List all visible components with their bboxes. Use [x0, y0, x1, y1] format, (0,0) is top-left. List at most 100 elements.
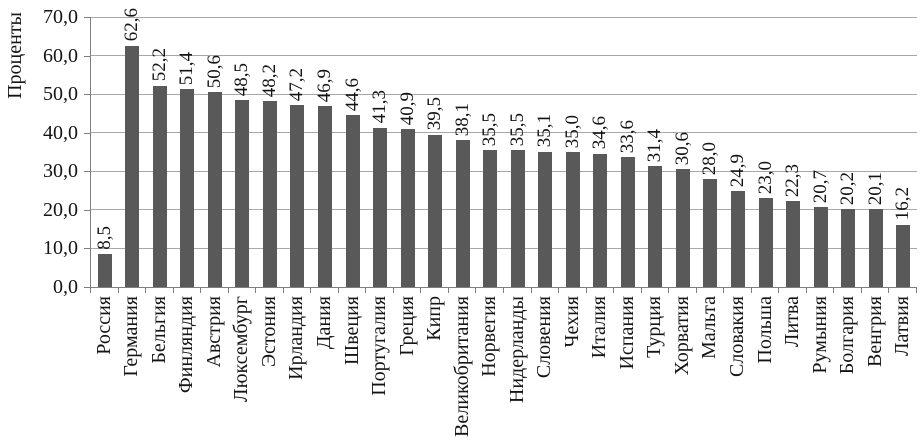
- bar-slot: 20,2: [834, 17, 862, 287]
- bar-slot: 40,9: [394, 17, 422, 287]
- bar: [483, 150, 498, 287]
- category-label: Нидерланды: [505, 296, 528, 404]
- category-label: Греция: [395, 296, 418, 356]
- plot-area: 8,5 62,6 52,2 51,4 50,6 48,5 48,2 47,2 46,9 44,6 4…: [90, 8, 917, 288]
- bar-slot: 35,1: [532, 17, 560, 287]
- bar-value-label: 35,5: [506, 112, 528, 147]
- gridline: [91, 247, 917, 249]
- bar-value-label: 33,6: [616, 120, 638, 154]
- x-tick-mark: [117, 288, 119, 293]
- y-tick-label: 50,0: [43, 83, 78, 106]
- bar: [428, 134, 443, 287]
- category-label-slot: Эстония: [255, 294, 283, 446]
- bar: [841, 209, 856, 287]
- bar-value-label: 35,5: [479, 112, 501, 147]
- x-tick-mark: [723, 288, 725, 293]
- category-label-slot: Литва: [778, 294, 806, 446]
- category-label-slot: Швеция: [338, 294, 366, 446]
- x-tick-mark: [778, 288, 780, 293]
- bar-value-label: 39,5: [424, 97, 446, 131]
- bar-value-label: 51,4: [176, 51, 198, 85]
- category-label-slot: Италия: [586, 294, 614, 446]
- bar: [593, 153, 608, 287]
- bar-value-label: 34,6: [589, 116, 611, 150]
- bar-slot: 35,0: [559, 17, 587, 287]
- y-tick-mark: [84, 287, 90, 288]
- bar-value-label: 28,0: [699, 141, 721, 175]
- bar-value-label: 35,1: [534, 114, 556, 148]
- category-label: Австрия: [202, 296, 225, 368]
- bar: [180, 88, 195, 287]
- bar: [648, 165, 663, 287]
- x-tick-mark: [282, 288, 284, 293]
- category-label: Бельгия: [147, 296, 170, 364]
- bar: [235, 99, 250, 287]
- x-tick-mark: [750, 288, 752, 293]
- category-label-slot: Чехия: [558, 294, 586, 446]
- bar-slot: 34,6: [587, 17, 615, 287]
- bar-value-label: 8,5: [93, 226, 115, 251]
- bar-slot: 48,2: [256, 17, 284, 287]
- bar: [620, 157, 635, 287]
- x-tick-mark: [365, 288, 367, 293]
- x-tick-mark: [805, 288, 807, 293]
- x-tick-mark: [392, 288, 394, 293]
- category-label: Норвегия: [478, 296, 501, 377]
- category-label-slot: Португалия: [365, 294, 393, 446]
- bar: [152, 85, 167, 287]
- bar-value-label: 52,2: [148, 48, 170, 82]
- bar-slot: 8,5: [91, 17, 119, 287]
- bar-slot: 20,1: [862, 17, 890, 287]
- bar: [896, 224, 911, 287]
- bar: [538, 151, 553, 287]
- bar-value-label: 24,9: [726, 153, 748, 187]
- category-label: Болгария: [836, 296, 859, 375]
- x-tick-mark: [695, 288, 697, 293]
- gridline: [91, 209, 917, 211]
- bar-value-label: 40,9: [396, 92, 418, 126]
- x-tick-mark: [640, 288, 642, 293]
- category-label: Румыния: [808, 296, 831, 374]
- category-label: Люксембург: [230, 296, 253, 402]
- y-tick-mark: [84, 248, 90, 250]
- bar-value-label: 20,1: [864, 172, 886, 206]
- x-tick-mark: [585, 288, 587, 293]
- gridline: [91, 132, 917, 134]
- category-label: Финляндия: [175, 296, 198, 394]
- category-label-slot: Великобритания: [448, 294, 476, 446]
- bar-slot: 52,2: [146, 17, 174, 287]
- category-label-slot: Болгария: [833, 294, 861, 446]
- bar: [703, 179, 718, 287]
- bar-value-label: 46,9: [314, 68, 336, 103]
- category-label-slot: Словакия: [723, 294, 751, 446]
- category-label-slot: Хорватия: [668, 294, 696, 446]
- category-label: Россия: [92, 296, 115, 355]
- bar-slot: 33,6: [614, 17, 642, 287]
- bar-slot: 47,2: [284, 17, 312, 287]
- bar-value-label: 47,2: [286, 67, 308, 101]
- category-label-slot: Норвегия: [475, 294, 503, 446]
- x-tick-mark: [833, 288, 835, 293]
- bar: [455, 140, 470, 287]
- x-tick-mark: [860, 288, 862, 293]
- bar-value-label: 41,3: [369, 90, 391, 124]
- gridline: [91, 170, 917, 172]
- bar-value-label: 20,7: [809, 169, 831, 204]
- category-label: Хорватия: [670, 296, 693, 376]
- bar-value-label: 38,1: [451, 102, 473, 137]
- category-label: Италия: [588, 296, 611, 359]
- category-label: Польша: [753, 296, 776, 364]
- bar: [758, 198, 773, 287]
- bar-value-label: 62,6: [121, 8, 143, 42]
- x-tick-mark: [255, 288, 257, 293]
- category-label-slot: Мальта: [696, 294, 724, 446]
- bar-series: 8,5 62,6 52,2 51,4 50,6 48,5 48,2 47,2 46,9 44,6 4…: [91, 8, 917, 287]
- bar: [565, 152, 580, 287]
- bar-value-label: 50,6: [203, 54, 225, 88]
- category-label-slot: Ирландия: [283, 294, 311, 446]
- category-label: Дания: [313, 296, 336, 350]
- x-tick-mark: [90, 288, 91, 293]
- category-label-slot: Словения: [531, 294, 559, 446]
- bar: [730, 190, 745, 287]
- bar-value-label: 48,5: [231, 62, 253, 96]
